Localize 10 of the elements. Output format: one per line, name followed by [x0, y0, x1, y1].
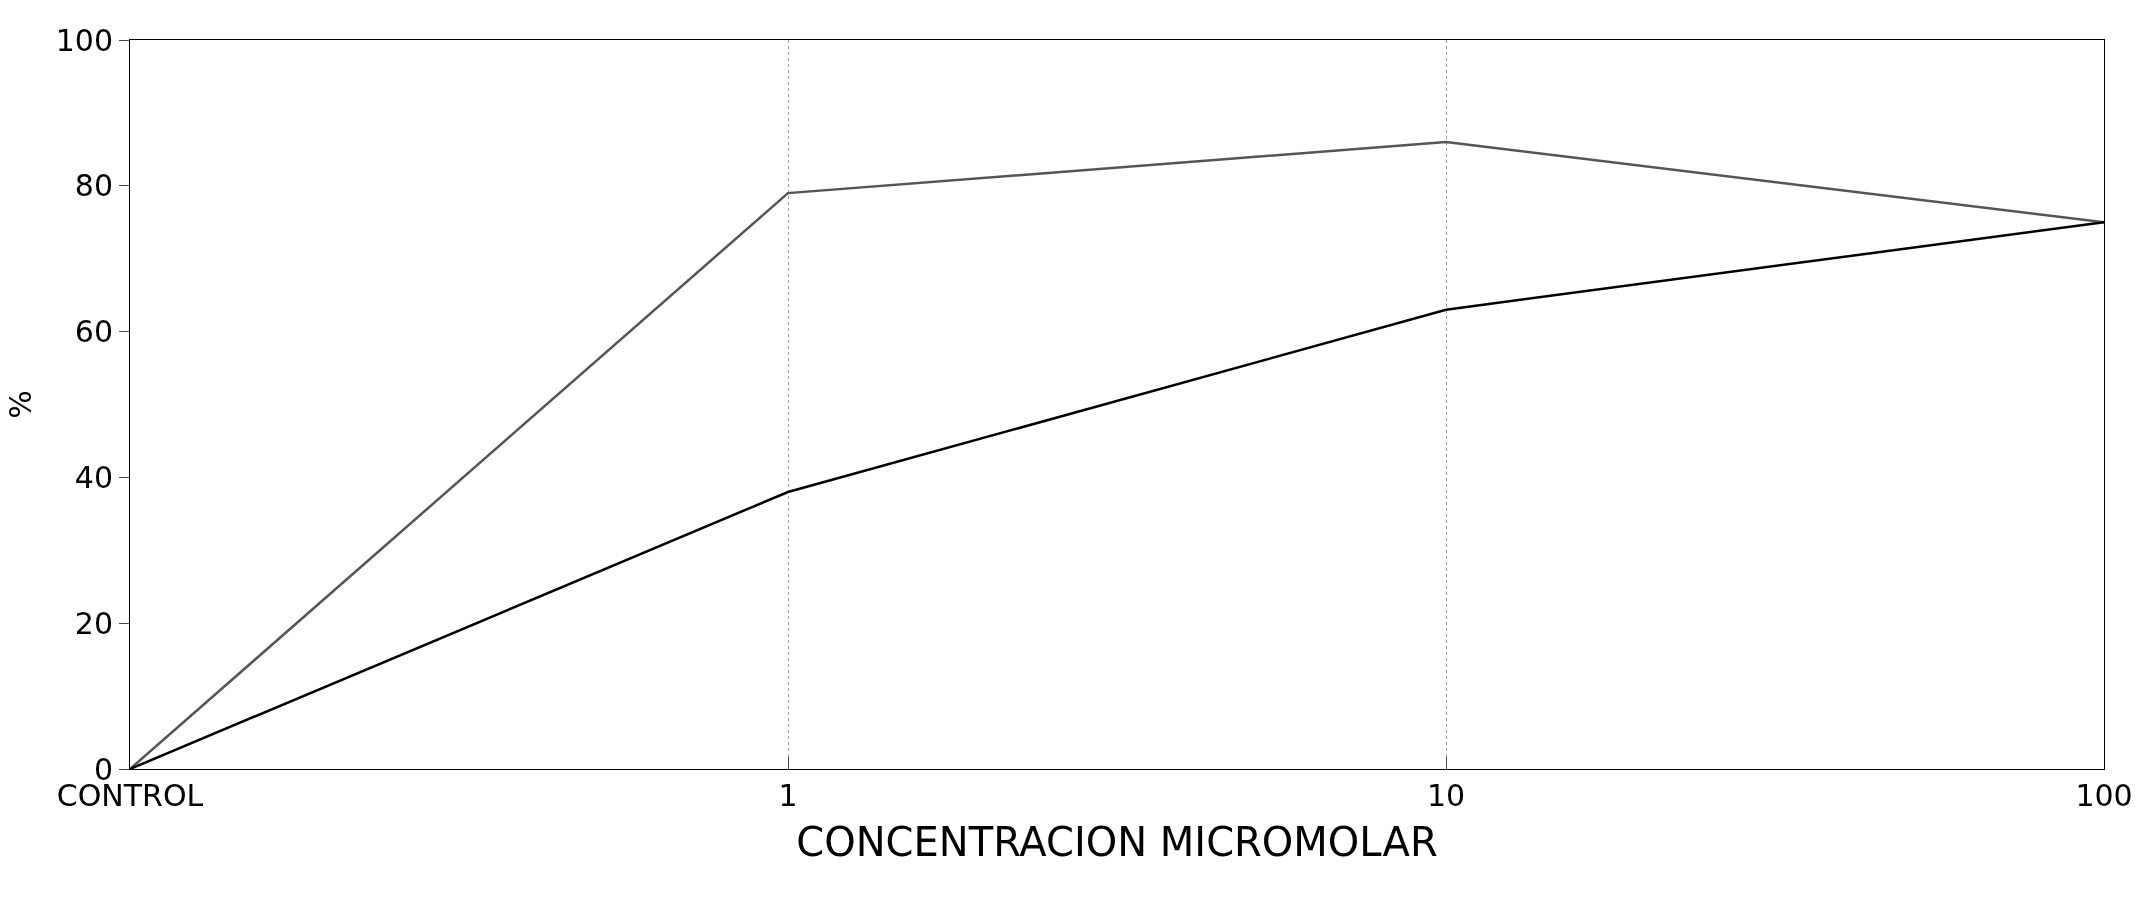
x-tick-label: 10	[1426, 778, 1466, 813]
y-tick-label: 60	[74, 314, 113, 350]
y-tick-label: 40	[74, 459, 113, 495]
y-tick-label: 100	[55, 22, 113, 58]
x-tick-label: 100	[2075, 778, 2133, 813]
y-axis-title: %	[2, 390, 38, 419]
x-tick-label: 1	[778, 778, 798, 813]
y-tick-label: 20	[74, 605, 113, 641]
y-tick-label: 80	[74, 168, 113, 204]
x-axis-title: CONCENTRACION MICROMOLAR	[796, 818, 1438, 865]
